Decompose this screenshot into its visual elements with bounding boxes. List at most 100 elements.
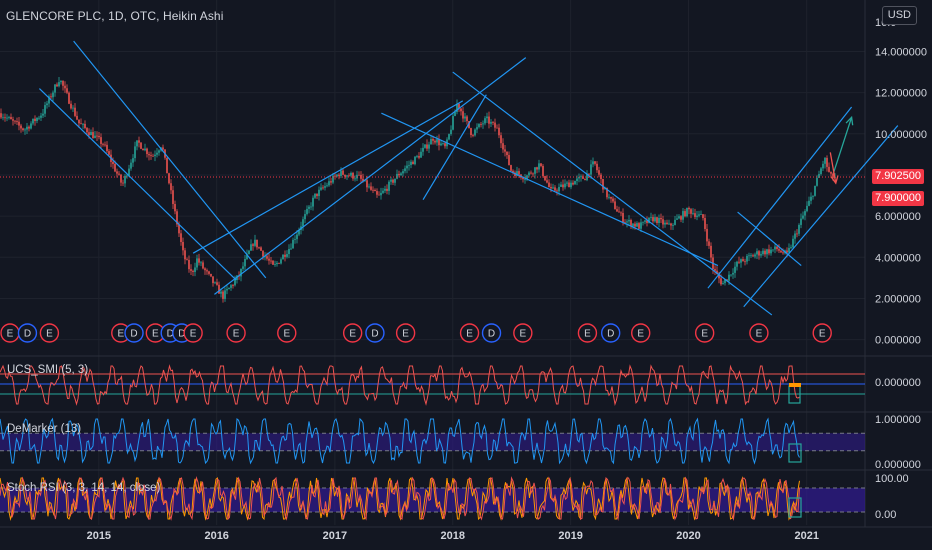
- candle-body: [296, 234, 298, 240]
- time-tick-label: 2021: [794, 530, 818, 542]
- candle-body: [494, 122, 496, 128]
- dividend-marker[interactable]: D: [124, 323, 144, 343]
- candle-body: [252, 244, 254, 246]
- candle-body: [68, 92, 70, 104]
- earnings-marker[interactable]: E: [226, 323, 246, 343]
- earnings-marker[interactable]: E: [183, 323, 203, 343]
- earnings-marker[interactable]: E: [749, 323, 769, 343]
- event-circle: [577, 323, 598, 343]
- candle-body: [384, 188, 386, 191]
- candle-body: [146, 148, 148, 155]
- event-letter: E: [402, 329, 409, 340]
- candle-body: [392, 179, 394, 183]
- candle-body: [550, 186, 552, 189]
- candle-body: [0, 113, 2, 118]
- candle-body: [120, 174, 122, 183]
- candle-body: [10, 117, 12, 120]
- candle-body: [14, 120, 16, 122]
- candle-body: [332, 175, 334, 183]
- earnings-marker[interactable]: E: [111, 323, 131, 343]
- candle-body: [316, 193, 318, 197]
- candle-body: [778, 249, 780, 251]
- dividend-marker[interactable]: D: [481, 323, 502, 343]
- candle-body: [92, 132, 94, 139]
- ucs-smi-line: [0, 364, 800, 406]
- trend-line: [192, 100, 464, 254]
- candle-body: [192, 270, 194, 272]
- earnings-marker[interactable]: E: [513, 323, 533, 343]
- ucs-smi-label[interactable]: UCS_SMI (5, 3): [7, 364, 89, 376]
- candle-body: [484, 118, 486, 124]
- candle-body: [664, 222, 666, 225]
- trend-line: [707, 106, 853, 289]
- stoch-rsi-label[interactable]: Stoch RSI (3, 3, 14, 14, close): [7, 482, 161, 494]
- earnings-marker[interactable]: E: [694, 323, 715, 343]
- candle-body: [800, 218, 802, 225]
- candle-body: [744, 261, 746, 263]
- candle-body: [714, 269, 716, 271]
- candle-body: [2, 117, 4, 119]
- candle-body: [30, 123, 32, 129]
- candle-body: [770, 249, 772, 254]
- candle-body: [706, 228, 708, 242]
- candle-body: [216, 282, 218, 285]
- earnings-marker[interactable]: E: [0, 323, 20, 343]
- candle-body: [756, 251, 758, 255]
- candle-body: [398, 173, 400, 176]
- candle-body: [56, 84, 58, 87]
- candle-body: [594, 161, 596, 164]
- earnings-marker[interactable]: E: [812, 323, 832, 343]
- time-axis[interactable]: 2015 2016 2017 2018 2019 2020 2021: [87, 530, 819, 542]
- earnings-marker[interactable]: E: [395, 323, 416, 343]
- candle-body: [170, 183, 172, 191]
- candle-body: [476, 127, 478, 130]
- candle-body: [492, 122, 494, 123]
- projection-arrow-shaft: [829, 152, 837, 184]
- event-circle: [124, 323, 144, 343]
- demarker-label[interactable]: DeMarker (13): [7, 423, 82, 435]
- candle-body: [314, 193, 316, 198]
- candle-body: [34, 118, 36, 121]
- earnings-marker[interactable]: E: [577, 323, 598, 343]
- candle-body: [422, 147, 424, 152]
- candle-body: [814, 185, 816, 196]
- event-letter: E: [756, 329, 763, 340]
- dividend-marker[interactable]: D: [17, 323, 38, 343]
- price-axis[interactable]: 0.0000002.0000004.0000006.0000008.000000…: [875, 17, 927, 521]
- candle-body: [662, 219, 664, 225]
- candle-body: [414, 156, 416, 165]
- candle-body: [122, 182, 124, 184]
- candle-body: [482, 123, 484, 125]
- chart-title: GLENCORE PLC, 1D, OTC, Heikin Ashi: [6, 9, 224, 23]
- trend-channel-drawings[interactable]: [38, 40, 899, 316]
- candle-body: [180, 233, 182, 243]
- event-circle: [631, 323, 651, 343]
- candle-body: [454, 111, 456, 117]
- earnings-marker[interactable]: E: [631, 323, 651, 343]
- projection-arrows[interactable]: [829, 115, 854, 185]
- candle-body: [378, 194, 380, 196]
- candle-body: [586, 173, 588, 181]
- candle-body: [128, 168, 130, 176]
- earnings-marker[interactable]: E: [342, 323, 363, 343]
- candle-body: [504, 149, 506, 152]
- candle-body: [782, 252, 784, 254]
- price-tick-label: 12.000000: [875, 88, 927, 100]
- earnings-marker[interactable]: E: [459, 323, 480, 343]
- event-circle: [183, 323, 203, 343]
- candle-body: [660, 217, 662, 220]
- dividend-marker[interactable]: D: [600, 323, 621, 343]
- candle-body: [450, 129, 452, 135]
- candle-body: [518, 171, 520, 175]
- candle-body: [552, 187, 554, 189]
- candle-body: [242, 266, 244, 269]
- candle-body: [666, 222, 668, 224]
- earnings-marker[interactable]: E: [39, 323, 60, 343]
- event-letter: D: [607, 329, 614, 340]
- currency-button[interactable]: USD: [881, 6, 917, 25]
- candle-body: [412, 161, 414, 165]
- earnings-marker[interactable]: E: [277, 323, 297, 343]
- dividend-marker[interactable]: D: [365, 323, 385, 343]
